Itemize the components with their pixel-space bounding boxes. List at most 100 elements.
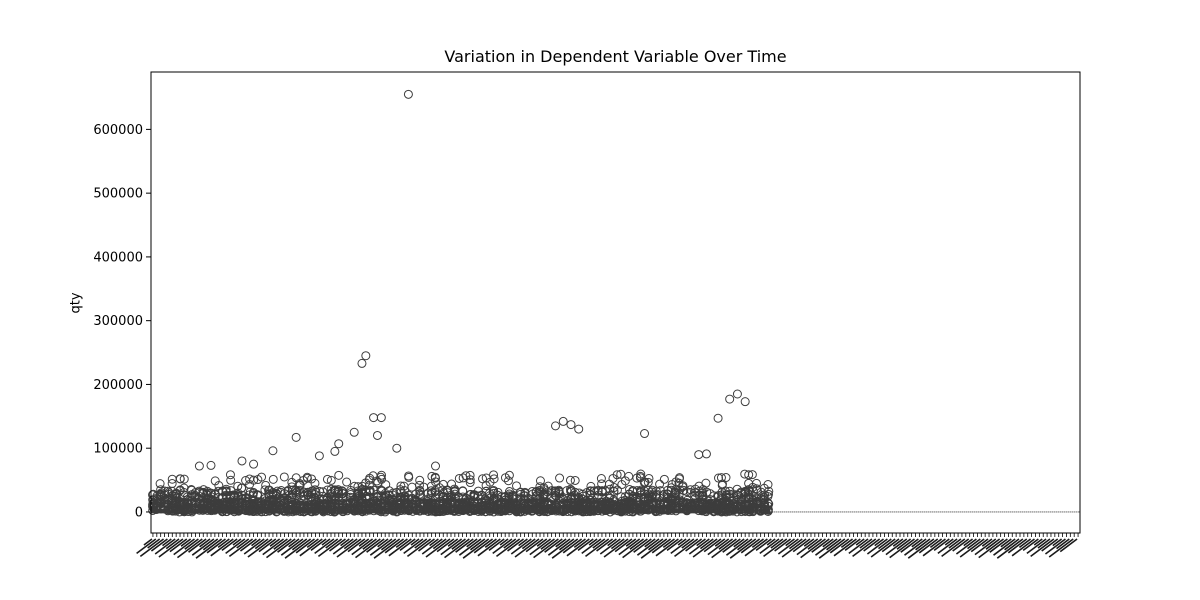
outlier-point [334, 439, 344, 449]
x-tick-label-mark [455, 538, 474, 553]
x-tick-label-mark [759, 538, 780, 555]
outlier-point [732, 389, 742, 399]
x-tick-label-mark [1044, 538, 1066, 555]
x-tick-label-mark [993, 538, 1016, 556]
outlier-point [701, 478, 711, 488]
x-tick-label-mark [362, 538, 377, 550]
outlier-point [512, 481, 522, 491]
x-tick-label-mark [792, 538, 811, 553]
x-tick-label-mark [585, 538, 610, 558]
outlier-point [450, 484, 460, 494]
outlier-point [310, 478, 320, 488]
outlier-point [225, 470, 235, 480]
x-tick-label-mark [970, 538, 989, 553]
x-tick-label-mark [217, 538, 230, 549]
outlier-point [596, 474, 606, 484]
x-tick-label-mark [629, 538, 645, 550]
outlier-point [268, 474, 278, 484]
x-tick-label-mark [488, 538, 505, 552]
x-tick-label-mark [881, 538, 900, 553]
x-tick-label-mark [1048, 538, 1074, 558]
outlier-point [551, 421, 561, 431]
outlier-point [764, 486, 774, 496]
x-tick-label-mark [199, 538, 211, 548]
outlier-point [342, 477, 352, 487]
x-tick-label-mark [751, 538, 765, 549]
outlier-point [570, 475, 580, 485]
x-tick-label-mark [551, 538, 579, 559]
x-tick-label-mark [444, 538, 470, 559]
x-tick-label-mark [1030, 538, 1055, 558]
x-tick-label-mark [225, 538, 246, 555]
outlier-point [302, 473, 312, 483]
x-tick-label-mark [236, 538, 250, 549]
x-tick-label-mark [648, 538, 664, 551]
outlier-point [194, 461, 204, 471]
x-tick-label-mark [714, 538, 726, 547]
y-tick-label: 600000 [93, 123, 143, 138]
x-tick-label-mark [963, 538, 974, 547]
x-tick-label-mark [644, 538, 656, 548]
outlier-point [539, 490, 549, 500]
x-tick-label-mark [266, 538, 292, 559]
outlier-point [740, 397, 750, 407]
x-tick-label-mark [722, 538, 741, 553]
y-tick-label: 400000 [93, 250, 143, 265]
x-tick-label-mark [733, 538, 745, 548]
x-tick-label-mark [818, 538, 846, 559]
x-tick-label-mark [340, 538, 350, 547]
x-tick-label-mark [414, 538, 428, 549]
x-tick-label-mark [243, 538, 265, 555]
x-tick-label-mark [729, 538, 757, 559]
x-tick-label-mark [703, 538, 722, 553]
y-tick-label: 0 [135, 505, 143, 520]
outlier-point [364, 486, 374, 496]
x-tick-label-mark [855, 538, 865, 546]
x-tick-label-mark [900, 538, 919, 553]
outlier-point [465, 470, 475, 480]
x-tick-label-mark [796, 538, 819, 556]
x-tick-label-mark [262, 538, 285, 556]
x-tick-label-mark [239, 538, 257, 552]
x-tick-label-mark [607, 538, 617, 547]
x-tick-label-mark [1000, 538, 1012, 548]
x-tick-label-mark [228, 538, 254, 558]
x-tick-label-mark [677, 538, 687, 546]
x-tick-label-mark [269, 538, 281, 547]
outlier-point [644, 473, 654, 483]
x-tick-label-mark [180, 538, 192, 547]
x-tick-label-mark [1022, 538, 1039, 552]
x-tick-label-mark [477, 538, 501, 557]
x-tick-label-mark [941, 538, 966, 558]
x-tick-label-mark [484, 538, 497, 549]
x-tick-label-mark [254, 538, 269, 550]
outlier-point [415, 475, 425, 485]
x-tick-label-mark [529, 538, 552, 556]
x-tick-label-mark [162, 538, 172, 547]
x-tick-label-mark [310, 538, 327, 552]
x-tick-label-mark [699, 538, 714, 550]
x-tick-label-mark [299, 538, 323, 557]
x-tick-label-mark [466, 538, 478, 548]
x-tick-label-mark [937, 538, 958, 555]
x-tick-label-mark [273, 538, 288, 550]
x-tick-label-mark [555, 538, 567, 548]
x-tick-label-mark [896, 538, 912, 550]
axes-layer: 0 100000 200000 300000 400000 500000 600000 [93, 71, 1081, 559]
y-tick-label: 500000 [93, 187, 143, 202]
outlier-point [535, 476, 545, 486]
x-tick-label-mark [447, 538, 459, 547]
x-tick-label-mark [911, 538, 923, 548]
x-tick-label-mark [763, 538, 788, 558]
x-tick-label-mark [889, 538, 915, 559]
x-tick-label-mark [210, 538, 234, 557]
outlier-point [376, 413, 386, 423]
x-tick-label-mark [336, 538, 362, 558]
x-tick-label-mark [314, 538, 335, 555]
x-tick-label-mark [685, 538, 703, 552]
x-tick-label-mark [788, 538, 803, 550]
x-tick-label-mark [633, 538, 652, 553]
x-tick-label-mark [510, 538, 532, 555]
x-tick-label-mark [328, 538, 346, 552]
